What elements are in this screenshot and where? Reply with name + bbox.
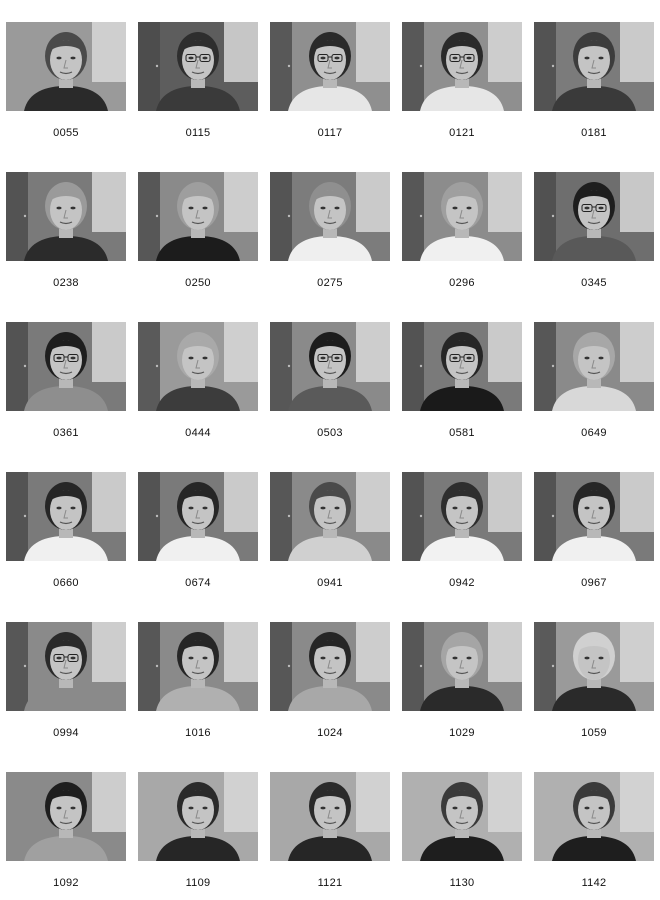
photo-id-label: 0055 — [53, 127, 79, 139]
photo-id-label: 1142 — [581, 877, 607, 889]
face-photo — [402, 622, 522, 711]
face-photo — [138, 772, 258, 861]
photo-id-label: 1016 — [185, 727, 211, 739]
face-photo — [270, 22, 390, 111]
face-photo — [402, 472, 522, 561]
face-photo — [138, 472, 258, 561]
face-photo — [270, 472, 390, 561]
face-photo — [534, 772, 654, 861]
face-photo — [402, 322, 522, 411]
face-photo — [534, 472, 654, 561]
face-photo — [402, 172, 522, 261]
face-photo — [534, 172, 654, 261]
face-photo — [270, 172, 390, 261]
photo-id-label: 0275 — [317, 277, 343, 289]
face-photo — [138, 22, 258, 111]
photo-id-label: 0250 — [185, 277, 211, 289]
photo-id-label: 0238 — [53, 277, 79, 289]
photo-id-label: 0181 — [581, 127, 607, 139]
photo-id-label: 0660 — [53, 577, 79, 589]
face-photo — [6, 622, 126, 711]
face-photo — [138, 172, 258, 261]
photo-id-label: 0581 — [449, 427, 475, 439]
photo-id-label: 0117 — [317, 127, 343, 139]
face-photo — [534, 22, 654, 111]
photo-id-label: 1029 — [449, 727, 475, 739]
face-photo — [534, 622, 654, 711]
face-photo — [534, 322, 654, 411]
photo-id-label: 1059 — [581, 727, 607, 739]
photo-id-label: 1130 — [449, 877, 475, 889]
photo-id-label: 0674 — [185, 577, 211, 589]
photo-id-label: 0444 — [185, 427, 211, 439]
photo-id-label: 0994 — [53, 727, 79, 739]
photo-id-label: 1024 — [317, 727, 343, 739]
photo-id-label: 0345 — [581, 277, 607, 289]
photo-id-label: 0649 — [581, 427, 607, 439]
face-photo — [402, 772, 522, 861]
photo-id-label: 0941 — [317, 577, 343, 589]
photo-id-label: 0967 — [581, 577, 607, 589]
photo-id-label: 1109 — [185, 877, 211, 889]
face-photo — [6, 172, 126, 261]
photo-id-label: 1092 — [53, 877, 79, 889]
photo-id-label: 1121 — [317, 877, 343, 889]
photo-id-label: 0942 — [449, 577, 475, 589]
face-photo — [6, 472, 126, 561]
face-photo — [270, 622, 390, 711]
photo-id-label: 0296 — [449, 277, 475, 289]
face-photo — [138, 622, 258, 711]
face-photo — [138, 322, 258, 411]
photo-id-label: 0503 — [317, 427, 343, 439]
face-photo — [270, 772, 390, 861]
face-photo — [270, 322, 390, 411]
face-photo — [6, 322, 126, 411]
face-photo — [6, 772, 126, 861]
face-photo — [6, 22, 126, 111]
photo-id-label: 0361 — [53, 427, 79, 439]
face-photo — [402, 22, 522, 111]
photo-id-label: 0121 — [449, 127, 475, 139]
photo-id-label: 0115 — [185, 127, 211, 139]
